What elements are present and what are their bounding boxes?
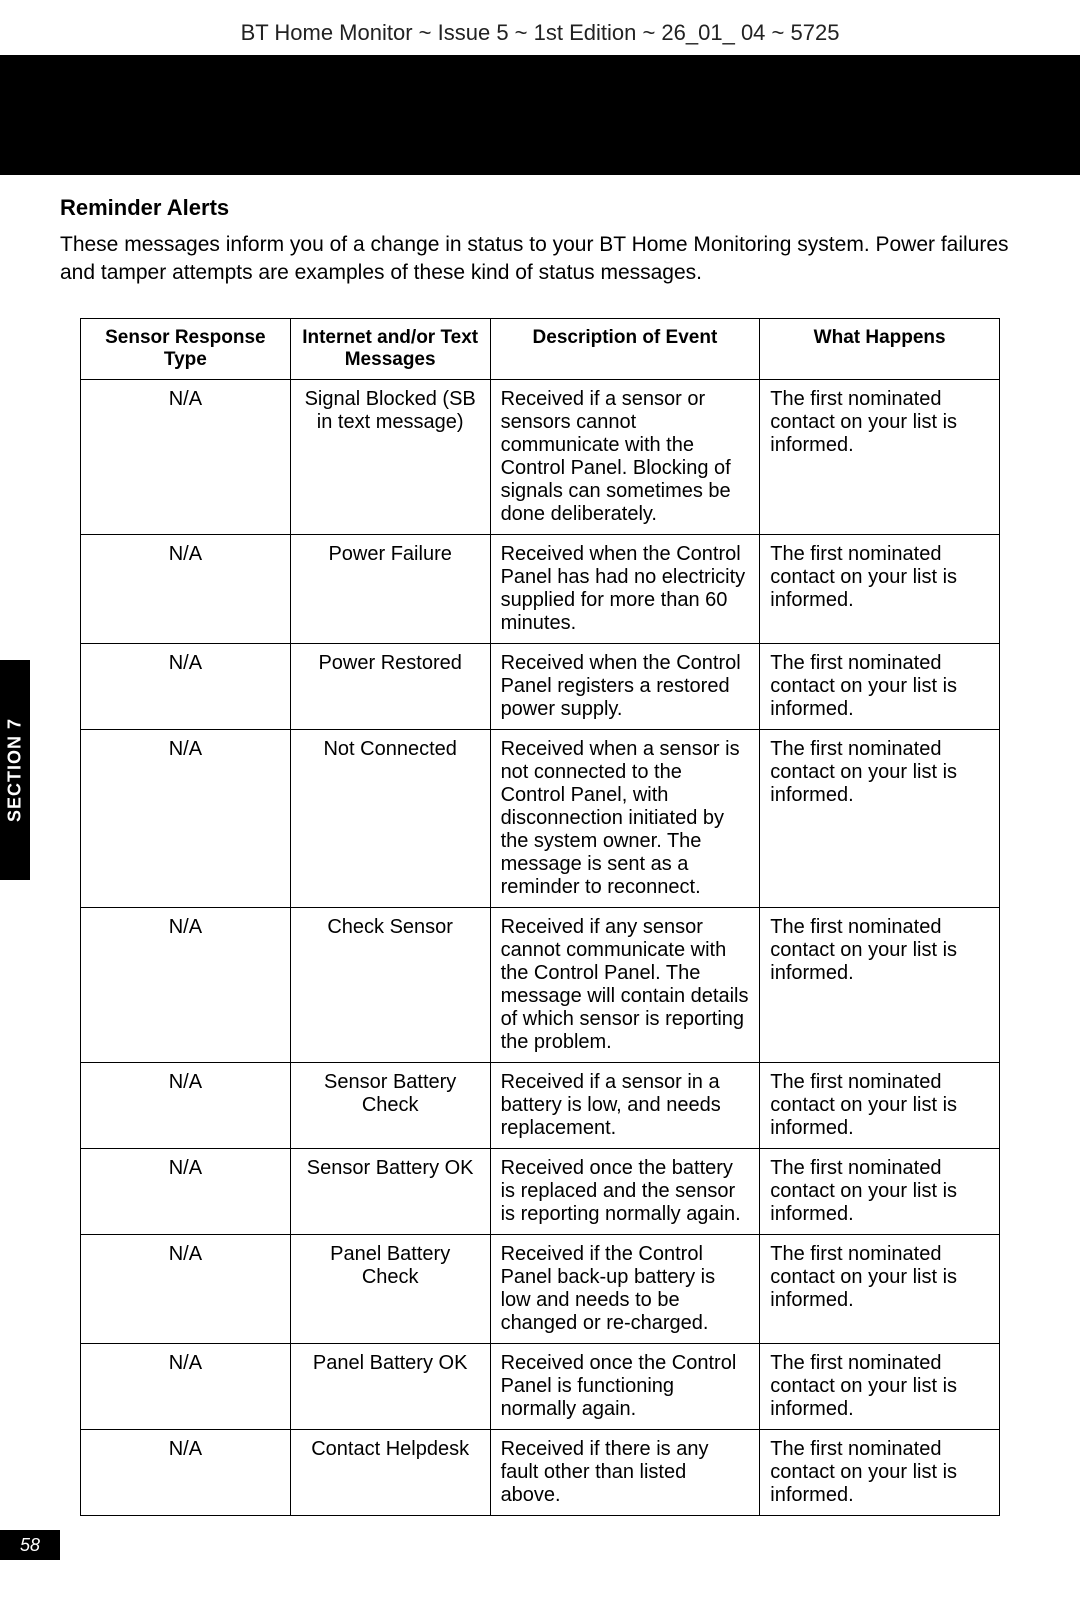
cell-text-messages: Panel Battery Check — [290, 1234, 490, 1343]
content-area: Reminder Alerts These messages inform yo… — [60, 195, 1020, 1516]
table-row: N/A Sensor Battery OK Received once the … — [81, 1148, 1000, 1234]
cell-what-happens: The first nominated contact on your list… — [760, 1148, 1000, 1234]
col-header-text-messages: Internet and/or Text Messages — [290, 318, 490, 379]
cell-sensor-response: N/A — [81, 534, 291, 643]
cell-what-happens: The first nominated contact on your list… — [760, 643, 1000, 729]
cell-text-messages: Check Sensor — [290, 907, 490, 1062]
cell-sensor-response: N/A — [81, 1429, 291, 1515]
table-row: N/A Power Restored Received when the Con… — [81, 643, 1000, 729]
cell-what-happens: The first nominated contact on your list… — [760, 1234, 1000, 1343]
document-header: BT Home Monitor ~ Issue 5 ~ 1st Edition … — [0, 20, 1080, 46]
header-black-bar — [0, 55, 1080, 175]
cell-text-messages: Power Failure — [290, 534, 490, 643]
cell-text-messages: Sensor Battery Check — [290, 1062, 490, 1148]
table-row: N/A Panel Battery Check Received if the … — [81, 1234, 1000, 1343]
table-row: N/A Check Sensor Received if any sensor … — [81, 907, 1000, 1062]
cell-sensor-response: N/A — [81, 379, 291, 534]
cell-sensor-response: N/A — [81, 1343, 291, 1429]
page: BT Home Monitor ~ Issue 5 ~ 1st Edition … — [0, 0, 1080, 1605]
table-row: N/A Panel Battery OK Received once the C… — [81, 1343, 1000, 1429]
cell-description: Received if the Control Panel back-up ba… — [490, 1234, 760, 1343]
table-header-row: Sensor Response Type Internet and/or Tex… — [81, 318, 1000, 379]
table-row: N/A Signal Blocked (SB in text message) … — [81, 379, 1000, 534]
table-row: N/A Sensor Battery Check Received if a s… — [81, 1062, 1000, 1148]
intro-paragraph: These messages inform you of a change in… — [60, 231, 1020, 288]
section-side-tab: SECTION 7 — [0, 660, 30, 880]
table-body: N/A Signal Blocked (SB in text message) … — [81, 379, 1000, 1515]
col-header-sensor-response: Sensor Response Type — [81, 318, 291, 379]
cell-text-messages: Panel Battery OK — [290, 1343, 490, 1429]
cell-description: Received if any sensor cannot communicat… — [490, 907, 760, 1062]
cell-description: Received if a sensor or sensors cannot c… — [490, 379, 760, 534]
cell-description: Received once the battery is replaced an… — [490, 1148, 760, 1234]
cell-description: Received when a sensor is not connected … — [490, 729, 760, 907]
cell-what-happens: The first nominated contact on your list… — [760, 1429, 1000, 1515]
cell-description: Received once the Control Panel is funct… — [490, 1343, 760, 1429]
cell-what-happens: The first nominated contact on your list… — [760, 907, 1000, 1062]
cell-what-happens: The first nominated contact on your list… — [760, 1343, 1000, 1429]
cell-what-happens: The first nominated contact on your list… — [760, 534, 1000, 643]
cell-sensor-response: N/A — [81, 1148, 291, 1234]
cell-what-happens: The first nominated contact on your list… — [760, 379, 1000, 534]
alerts-table: Sensor Response Type Internet and/or Tex… — [80, 318, 1000, 1516]
cell-sensor-response: N/A — [81, 1234, 291, 1343]
cell-sensor-response: N/A — [81, 1062, 291, 1148]
cell-sensor-response: N/A — [81, 729, 291, 907]
cell-sensor-response: N/A — [81, 643, 291, 729]
cell-description: Received if a sensor in a battery is low… — [490, 1062, 760, 1148]
table-row: N/A Power Failure Received when the Cont… — [81, 534, 1000, 643]
cell-sensor-response: N/A — [81, 907, 291, 1062]
table-row: N/A Contact Helpdesk Received if there i… — [81, 1429, 1000, 1515]
table-row: N/A Not Connected Received when a sensor… — [81, 729, 1000, 907]
cell-what-happens: The first nominated contact on your list… — [760, 1062, 1000, 1148]
col-header-description: Description of Event — [490, 318, 760, 379]
cell-text-messages: Contact Helpdesk — [290, 1429, 490, 1515]
page-number: 58 — [0, 1530, 60, 1560]
cell-what-happens: The first nominated contact on your list… — [760, 729, 1000, 907]
cell-description: Received when the Control Panel register… — [490, 643, 760, 729]
section-side-tab-label: SECTION 7 — [5, 718, 26, 822]
section-title: Reminder Alerts — [60, 195, 1020, 221]
cell-text-messages: Power Restored — [290, 643, 490, 729]
cell-description: Received when the Control Panel has had … — [490, 534, 760, 643]
cell-text-messages: Signal Blocked (SB in text message) — [290, 379, 490, 534]
cell-description: Received if there is any fault other tha… — [490, 1429, 760, 1515]
col-header-what-happens: What Happens — [760, 318, 1000, 379]
cell-text-messages: Not Connected — [290, 729, 490, 907]
cell-text-messages: Sensor Battery OK — [290, 1148, 490, 1234]
